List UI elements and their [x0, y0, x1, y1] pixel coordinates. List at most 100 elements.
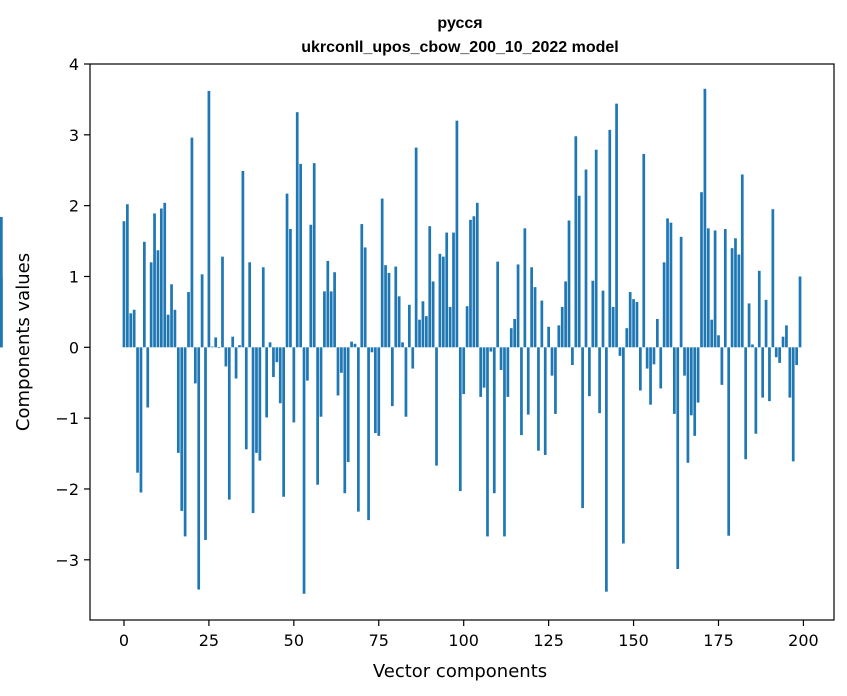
bar — [499, 347, 503, 370]
bar — [153, 213, 156, 348]
bar — [136, 347, 139, 473]
bar — [183, 347, 187, 537]
bar — [441, 256, 445, 348]
bar — [479, 347, 483, 397]
x-tick-label: 0 — [119, 631, 129, 650]
bar — [489, 347, 493, 352]
bar — [622, 347, 625, 544]
bar — [350, 341, 353, 348]
bar — [764, 299, 768, 348]
bar — [496, 261, 500, 348]
y-tick-label: −3 — [55, 551, 79, 570]
bar — [632, 299, 635, 348]
x-tick-label: 175 — [703, 631, 734, 650]
bar — [261, 267, 265, 348]
bar — [302, 347, 306, 594]
bar — [689, 347, 693, 416]
y-tick-label: 2 — [69, 197, 79, 216]
bar — [713, 230, 717, 348]
bar — [601, 290, 605, 348]
bar — [193, 347, 197, 384]
bar — [584, 169, 588, 348]
bar — [506, 347, 510, 397]
bar — [655, 318, 659, 348]
y-tick-label: −2 — [55, 480, 79, 499]
bar — [482, 347, 486, 388]
bar — [554, 347, 557, 414]
bar — [720, 347, 724, 385]
bar — [428, 226, 432, 348]
bar — [672, 347, 676, 414]
bar — [734, 238, 737, 348]
bar — [594, 149, 598, 348]
bar — [550, 347, 554, 376]
bar — [323, 291, 326, 348]
bar — [156, 250, 160, 348]
x-axis-ticks: 0 25 50 75 100 125 150 175 200 — [119, 620, 819, 650]
bar — [710, 319, 714, 348]
bar — [605, 347, 608, 592]
bar — [693, 347, 697, 436]
bar — [180, 347, 184, 511]
bar — [618, 347, 622, 356]
bar — [227, 347, 231, 500]
bar — [737, 254, 741, 348]
bar — [588, 347, 591, 397]
bar — [343, 347, 347, 494]
bar — [564, 281, 567, 348]
x-axis-label: Vector components — [373, 661, 547, 682]
bar — [615, 103, 618, 348]
bar — [316, 347, 319, 485]
bar — [516, 264, 520, 348]
bar — [374, 347, 377, 434]
bar — [768, 347, 771, 402]
bar — [353, 343, 357, 348]
bar — [282, 347, 285, 497]
bar — [452, 232, 455, 348]
bar — [577, 195, 581, 348]
bar — [628, 292, 632, 348]
bar — [268, 342, 272, 348]
bar — [625, 328, 629, 348]
bar — [204, 347, 207, 540]
bar — [126, 204, 129, 348]
bars-group — [0, 88, 802, 594]
bar — [397, 296, 401, 348]
bar — [547, 326, 550, 348]
bar — [394, 266, 398, 348]
bar — [272, 347, 275, 378]
bar — [747, 303, 751, 348]
bar — [139, 347, 143, 493]
bar — [458, 347, 462, 492]
bar — [377, 347, 381, 436]
bar — [679, 236, 683, 348]
bar — [336, 347, 340, 396]
bar — [224, 347, 228, 367]
chart-subtitle: ukrconll_upos_cbow_200_10_2022 model — [301, 39, 618, 56]
bar — [740, 174, 744, 348]
bar — [649, 347, 652, 405]
bar — [159, 208, 163, 348]
bar — [462, 347, 466, 395]
bar — [367, 347, 370, 521]
bar — [509, 328, 513, 348]
bar — [537, 347, 540, 451]
y-axis-ticks: −3 −2 −1 0 1 2 3 4 — [55, 55, 90, 570]
bar — [278, 347, 282, 404]
bar — [706, 228, 710, 348]
bar — [774, 347, 778, 358]
bar — [785, 325, 788, 348]
bar — [363, 247, 367, 348]
bar — [370, 347, 374, 353]
bar — [761, 347, 765, 398]
y-tick-label: 4 — [69, 55, 79, 74]
bar — [231, 336, 235, 348]
y-tick-label: −1 — [55, 409, 79, 428]
bar — [404, 347, 408, 417]
bar — [149, 262, 153, 348]
bar — [635, 301, 639, 348]
bar — [526, 347, 530, 415]
bar — [781, 336, 785, 348]
bar — [176, 347, 180, 453]
